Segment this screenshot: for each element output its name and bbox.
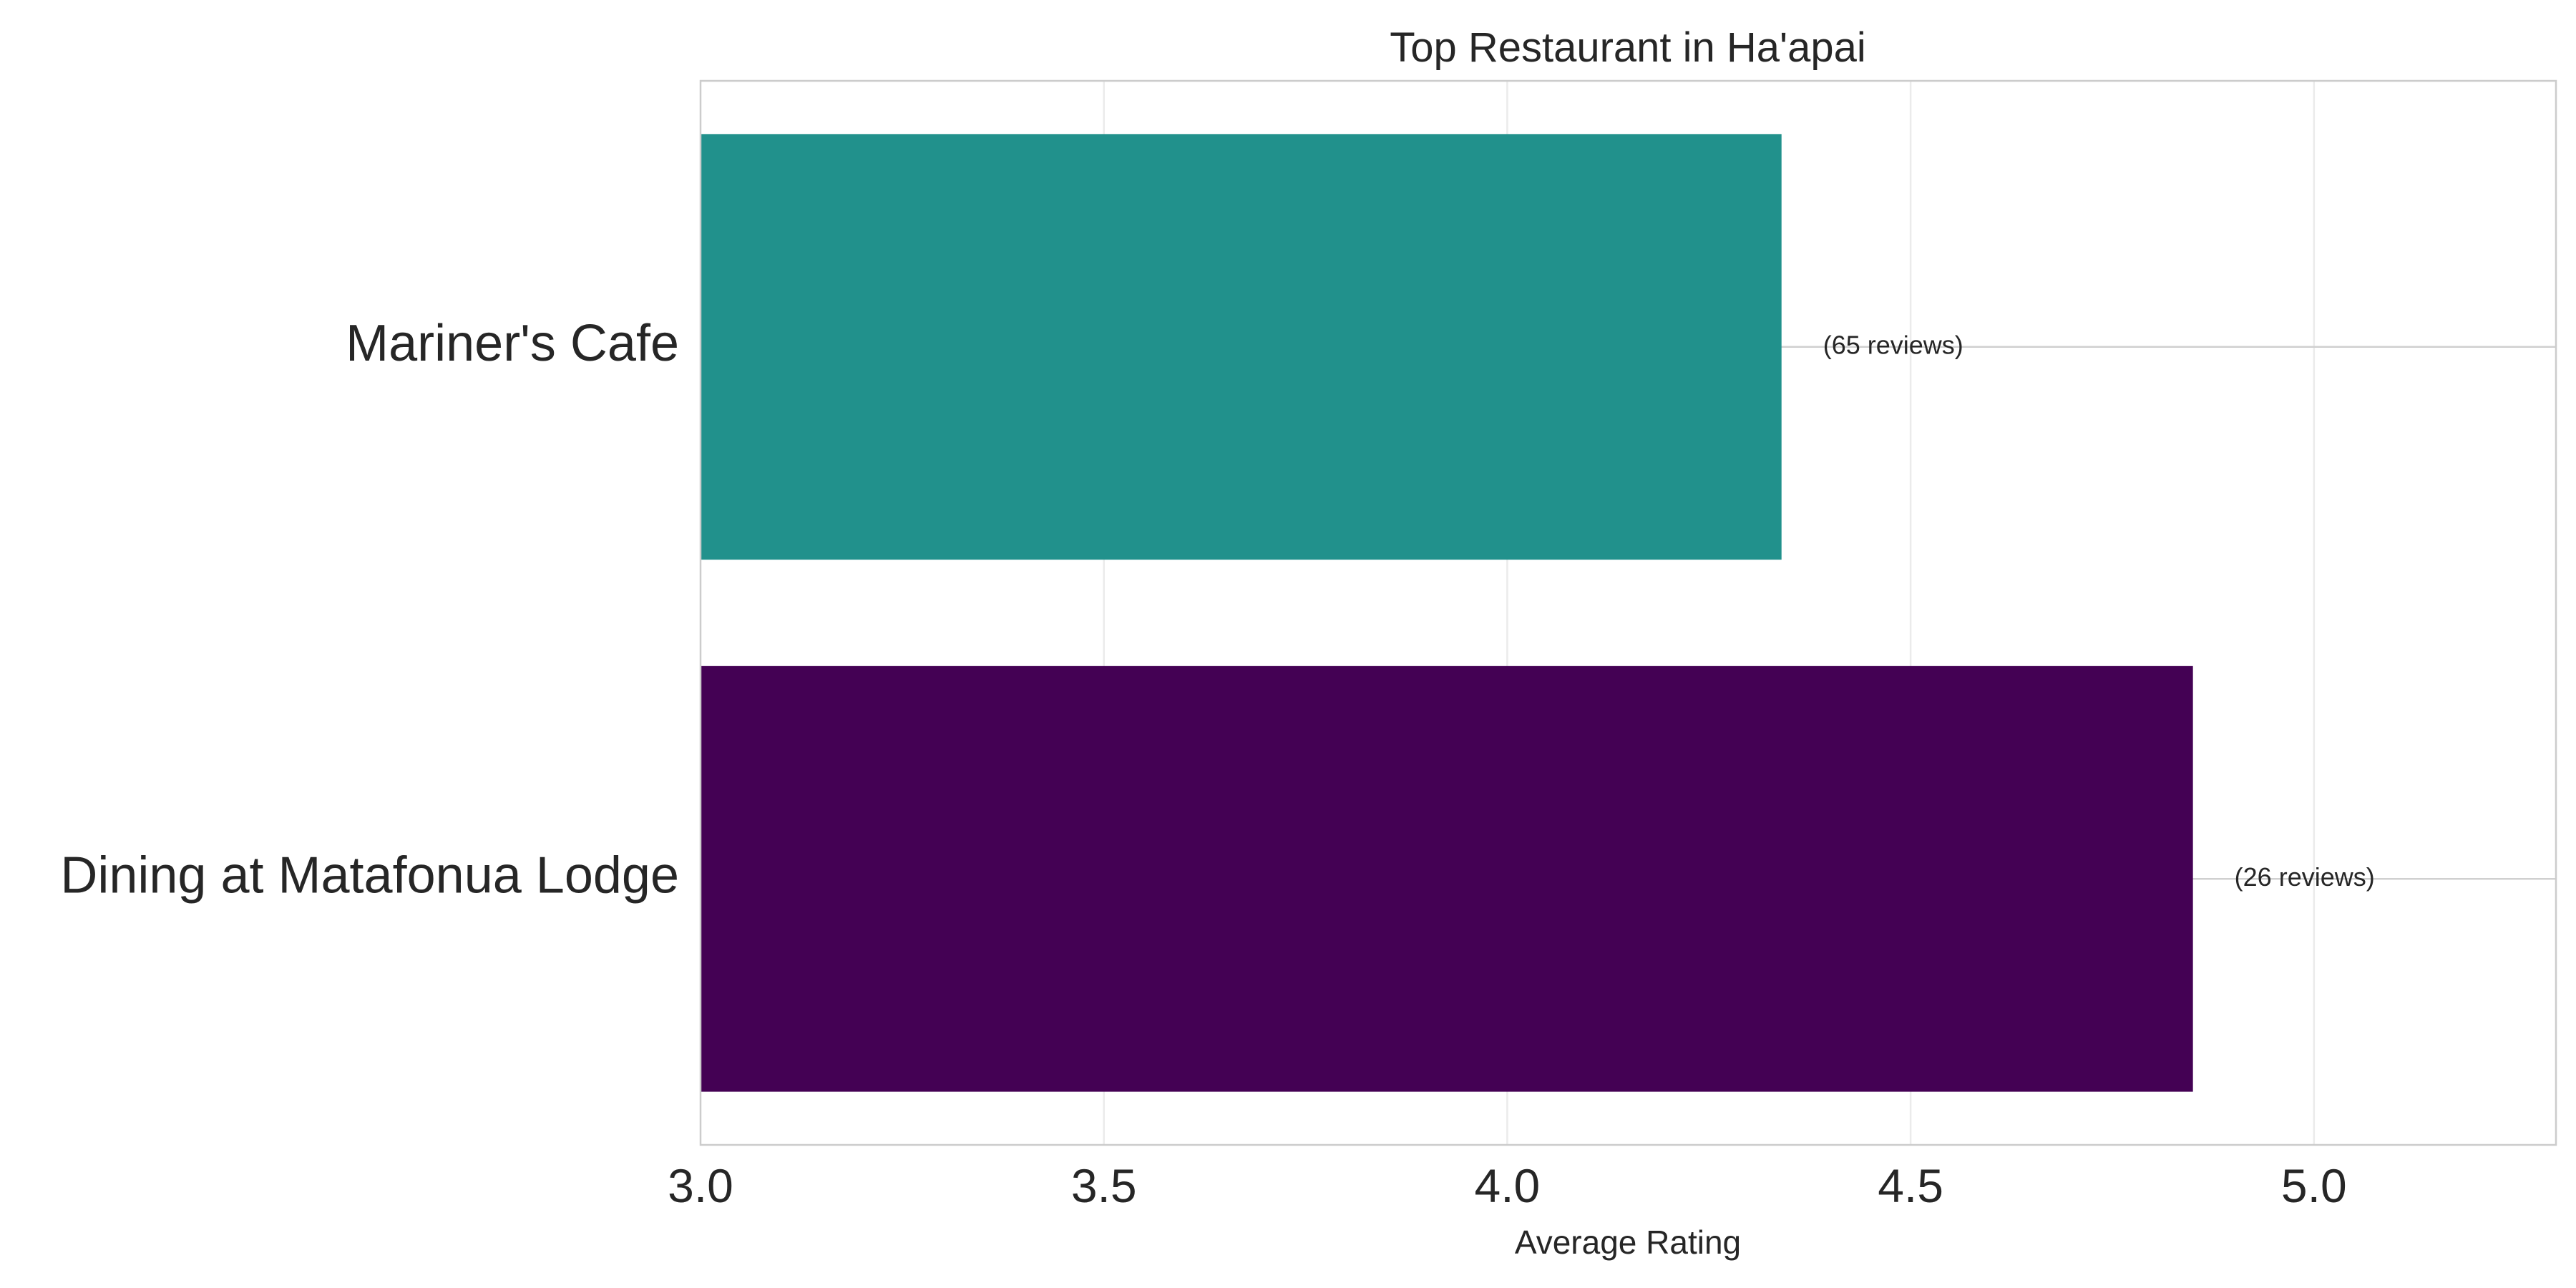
bar xyxy=(701,665,2193,1092)
bar xyxy=(701,134,1782,560)
x-tick-label: 4.0 xyxy=(1475,1159,1541,1212)
x-axis-tick-labels: 3.0 3.5 4.0 4.5 5.0 xyxy=(668,1159,2347,1212)
x-tick-label: 5.0 xyxy=(2281,1159,2347,1212)
data-label: (65 reviews) xyxy=(1823,330,1963,359)
y-tick-label: Mariner's Cafe xyxy=(346,315,679,372)
plot-frame xyxy=(699,79,2557,1146)
chart-title: Top Restaurant in Ha'apai xyxy=(1390,24,1866,71)
x-axis-label: Average Rating xyxy=(1515,1224,1741,1261)
x-tick-label: 3.5 xyxy=(1071,1159,1137,1212)
x-tick-label: 4.5 xyxy=(1878,1159,1943,1212)
x-tick-label: 3.0 xyxy=(668,1159,733,1212)
data-label: (26 reviews) xyxy=(2235,862,2375,892)
data-labels: (65 reviews) (26 reviews) xyxy=(1823,330,2375,892)
y-tick-label: Dining at Matafonua Lodge xyxy=(60,847,679,904)
bars xyxy=(701,134,2193,1092)
y-axis-tick-labels: Mariner's Cafe Dining at Matafonua Lodge xyxy=(60,315,679,904)
